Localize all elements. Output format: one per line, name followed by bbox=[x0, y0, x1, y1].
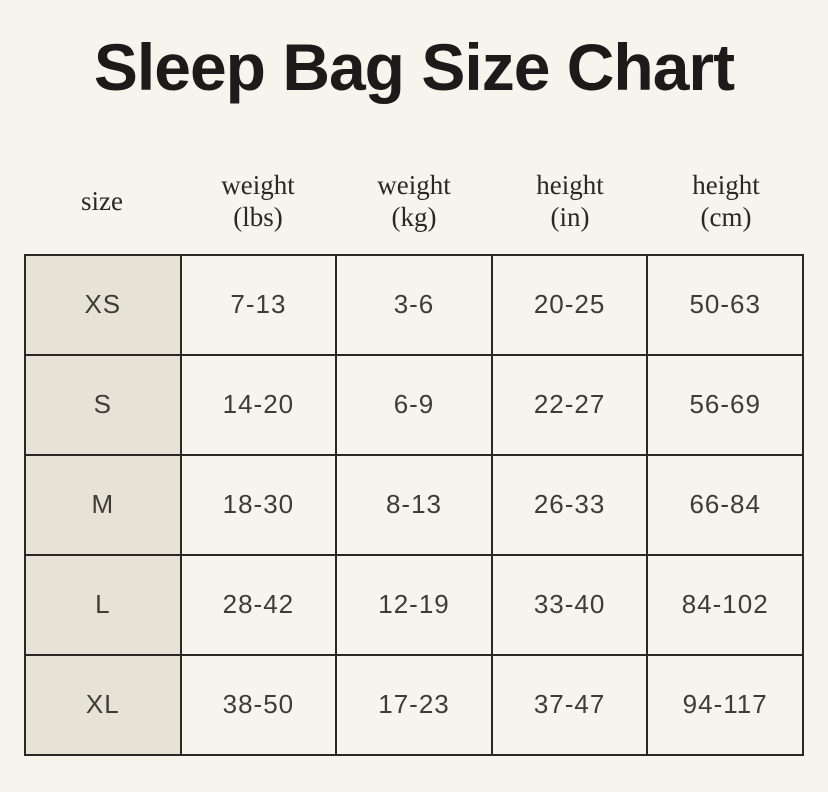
weight-kg-cell: 3-6 bbox=[335, 253, 493, 356]
weight-kg-cell: 12-19 bbox=[335, 553, 493, 656]
header-height-in: height (in) bbox=[492, 162, 648, 240]
header-height-in-unit: (in) bbox=[550, 201, 590, 232]
table-row: XS 7-13 3-6 20-25 50-63 bbox=[24, 253, 804, 356]
table-row: XL 38-50 17-23 37-47 94-117 bbox=[24, 653, 804, 756]
header-size: size bbox=[24, 162, 180, 240]
page-title: Sleep Bag Size Chart bbox=[93, 30, 735, 104]
size-cell: XS bbox=[24, 253, 182, 356]
header-weight-kg: weight (kg) bbox=[336, 162, 492, 240]
header-height-cm-unit: (cm) bbox=[700, 201, 752, 232]
header-size-label: size bbox=[81, 185, 123, 216]
height-in-cell: 26-33 bbox=[490, 453, 649, 556]
header-weight-kg-label: weight bbox=[377, 169, 451, 200]
size-cell: XL bbox=[24, 653, 182, 756]
table-header-row: size weight (lbs) weight (kg) height (in… bbox=[24, 162, 804, 240]
height-cm-cell: 94-117 bbox=[646, 653, 804, 756]
height-cm-cell: 50-63 bbox=[646, 253, 804, 356]
weight-lbs-cell: 38-50 bbox=[179, 653, 338, 756]
height-cm-cell: 56-69 bbox=[646, 353, 804, 456]
weight-lbs-cell: 18-30 bbox=[179, 453, 338, 556]
height-in-cell: 20-25 bbox=[490, 253, 649, 356]
height-in-cell: 22-27 bbox=[490, 353, 649, 456]
weight-lbs-cell: 7-13 bbox=[179, 253, 338, 356]
table-row: S 14-20 6-9 22-27 56-69 bbox=[24, 353, 804, 456]
header-height-in-label: height bbox=[536, 169, 604, 200]
header-weight-lbs-label: weight bbox=[221, 169, 295, 200]
header-weight-lbs-unit: (lbs) bbox=[233, 201, 283, 232]
size-cell: L bbox=[24, 553, 182, 656]
header-height-cm: height (cm) bbox=[648, 162, 804, 240]
header-weight-kg-unit: (kg) bbox=[391, 201, 437, 232]
height-in-cell: 33-40 bbox=[490, 553, 649, 656]
size-cell: S bbox=[24, 353, 182, 456]
weight-kg-cell: 6-9 bbox=[335, 353, 493, 456]
weight-lbs-cell: 14-20 bbox=[179, 353, 338, 456]
size-chart-table: XS 7-13 3-6 20-25 50-63 S 14-20 6-9 22-2… bbox=[24, 253, 804, 756]
size-cell: M bbox=[24, 453, 182, 556]
height-cm-cell: 84-102 bbox=[646, 553, 804, 656]
weight-lbs-cell: 28-42 bbox=[179, 553, 338, 656]
weight-kg-cell: 17-23 bbox=[335, 653, 493, 756]
header-height-cm-label: height bbox=[692, 169, 760, 200]
header-weight-lbs: weight (lbs) bbox=[180, 162, 336, 240]
height-in-cell: 37-47 bbox=[490, 653, 649, 756]
weight-kg-cell: 8-13 bbox=[335, 453, 493, 556]
height-cm-cell: 66-84 bbox=[646, 453, 804, 556]
table-row: M 18-30 8-13 26-33 66-84 bbox=[24, 453, 804, 556]
table-row: L 28-42 12-19 33-40 84-102 bbox=[24, 553, 804, 656]
